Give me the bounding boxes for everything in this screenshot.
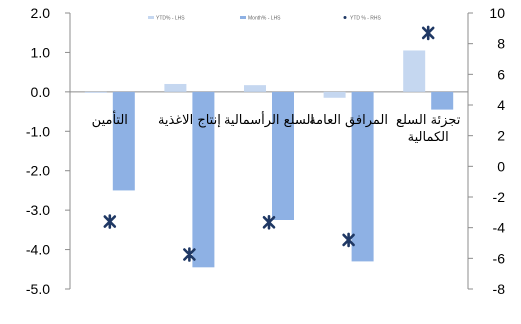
y-left-tick-label: -1.0 <box>26 123 50 139</box>
bar-series-2 <box>431 91 454 110</box>
y-right-tick-label: -4 <box>493 220 506 236</box>
bar-series-2 <box>272 91 294 220</box>
y-right-tick-label: 10 <box>489 5 505 21</box>
y-left-tick-label: 1.0 <box>31 44 51 60</box>
y-right-tick-label: 6 <box>497 66 505 82</box>
legend-label: YTD % - RHS <box>350 16 382 22</box>
bar-series-1 <box>244 85 266 92</box>
scatter-marker <box>103 214 117 229</box>
legend-swatch <box>343 16 347 19</box>
scatter-marker <box>421 25 435 41</box>
bar-series-1 <box>323 91 346 98</box>
legend-swatch <box>240 16 246 19</box>
y-right-tick-label: -2 <box>493 189 506 205</box>
category-label: السلع الرأسمالية <box>224 111 314 128</box>
y-right-tick-label: 2 <box>497 128 505 144</box>
bar-series-2 <box>351 91 374 262</box>
legend-swatch <box>148 16 154 19</box>
y-right-tick-label: 4 <box>497 97 505 113</box>
y-left-tick-label: -2.0 <box>26 163 50 179</box>
legend-label: YTD% - LHS <box>156 16 185 22</box>
category-label: إنتاج الاغذية <box>158 113 221 128</box>
category-label: التأمين <box>92 110 128 128</box>
bar-series-1 <box>164 83 187 92</box>
legend-label: Month% - LHS <box>248 16 281 22</box>
category-label: تجزئة السلع <box>396 113 461 128</box>
y-left-tick-label: 2.0 <box>31 5 51 21</box>
y-right-tick-label: 8 <box>497 36 505 52</box>
y-left-tick-label: -4.0 <box>26 242 50 258</box>
category-label: المرافق العامة <box>309 113 388 128</box>
scatter-marker <box>342 232 355 248</box>
y-left-tick-label: -5.0 <box>26 281 50 297</box>
y-right-tick-label: -6 <box>493 250 506 266</box>
bar-series-1 <box>403 50 426 92</box>
bar-series-1 <box>84 91 107 93</box>
y-left-tick-label: -3.0 <box>26 202 50 218</box>
y-right-tick-label: 0 <box>497 158 505 174</box>
scatter-marker <box>183 247 196 262</box>
bar-series-2 <box>112 91 135 191</box>
y-right-tick-label: -8 <box>493 281 506 297</box>
category-label: الكمالية <box>408 130 449 145</box>
bar-series-2 <box>192 91 215 268</box>
y-left-tick-label: 0.0 <box>31 84 51 100</box>
scatter-marker <box>262 215 276 230</box>
